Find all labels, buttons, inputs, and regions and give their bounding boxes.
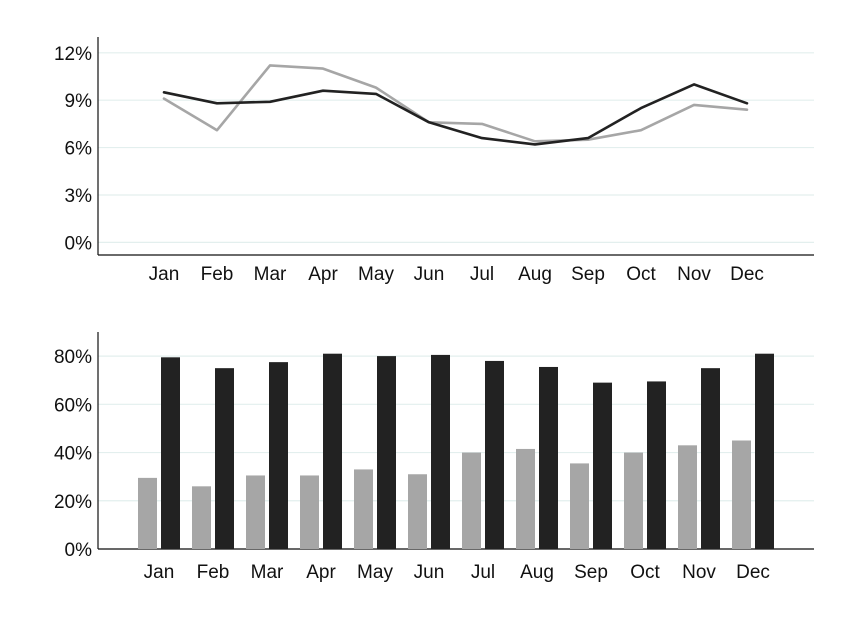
light-bar <box>300 475 319 549</box>
bar-chart-xtick-label: Jun <box>414 562 445 583</box>
dark-bar <box>377 356 396 549</box>
light-bar <box>732 440 751 549</box>
light-bar <box>408 474 427 549</box>
line-chart-ytick-label: 0% <box>65 233 93 254</box>
line-chart-xtick-label: Aug <box>518 264 552 285</box>
dark-bar <box>647 381 666 549</box>
bar-chart-xtick-label: Dec <box>736 562 770 583</box>
bar-chart-ytick-label: 20% <box>54 492 92 513</box>
line-chart: 0% 3% 6% 9% 12% Jan Feb Mar Apr May Jun Jul Aug Sep Oc… <box>54 37 814 285</box>
light-bar <box>354 469 373 549</box>
bar-chart-ytick-label: 40% <box>54 444 92 465</box>
light-bar <box>678 445 697 549</box>
bar-chart-ytick-label: 60% <box>54 395 92 416</box>
light-bar <box>138 477 157 549</box>
dark-bar <box>323 353 342 549</box>
dark-bar <box>161 357 180 549</box>
light-bar <box>192 486 211 549</box>
dark-bar <box>539 366 558 549</box>
bar-chart-xtick-label: Feb <box>197 562 230 583</box>
bar-chart-xtick-label: May <box>357 562 393 583</box>
line-chart-xtick-label: Jun <box>414 264 445 285</box>
bar-chart-xtick-label: Mar <box>251 562 284 583</box>
line-chart-ytick-label: 12% <box>54 44 92 65</box>
bar-chart-xtick-label: Oct <box>630 562 660 583</box>
dark-bar <box>701 368 720 549</box>
bar-chart-ytick-label: 80% <box>54 347 92 368</box>
bar-chart-xtick-label: Jul <box>471 562 495 583</box>
dark-bar <box>269 362 288 549</box>
bar-chart-xtick-label: Sep <box>574 562 608 583</box>
bar-chart-xtick-label: Aug <box>520 562 554 583</box>
bar-chart-xtick-label: Apr <box>306 562 336 583</box>
dark-bar <box>755 353 774 549</box>
line-chart-xtick-label: Oct <box>626 264 656 285</box>
bar-chart-xtick-label: Jan <box>144 562 175 583</box>
bar-chart: 0% 20% 40% 60% 80% Jan Feb Mar Apr May Jun Jul Aug Se… <box>54 332 814 583</box>
dark-bar <box>485 360 504 549</box>
bar-chart-ytick-label: 0% <box>65 540 93 561</box>
light-bar <box>516 448 535 549</box>
line-chart-xtick-label: Nov <box>677 264 711 285</box>
bar-chart-xtick-label: Nov <box>682 562 716 583</box>
light-bar <box>624 452 643 549</box>
dark-bar <box>215 368 234 549</box>
dark-bar <box>593 382 612 549</box>
series-line-light <box>162 64 749 143</box>
line-chart-xtick-label: Jul <box>470 264 494 285</box>
line-chart-xtick-label: Sep <box>571 264 605 285</box>
light-bar <box>570 463 589 549</box>
line-chart-xtick-label: Apr <box>308 264 338 285</box>
light-bar <box>462 452 481 549</box>
line-chart-xtick-label: May <box>358 264 394 285</box>
line-chart-xtick-label: Mar <box>254 264 287 285</box>
light-bar <box>246 475 265 549</box>
line-chart-ytick-label: 6% <box>65 139 93 160</box>
line-chart-xtick-label: Feb <box>201 264 234 285</box>
line-chart-xtick-label: Dec <box>730 264 764 285</box>
series-line-dark <box>162 83 749 146</box>
line-chart-ytick-label: 9% <box>65 91 93 112</box>
line-chart-xtick-label: Jan <box>149 264 180 285</box>
line-chart-ytick-label: 3% <box>65 186 93 207</box>
dark-bar <box>431 354 450 549</box>
